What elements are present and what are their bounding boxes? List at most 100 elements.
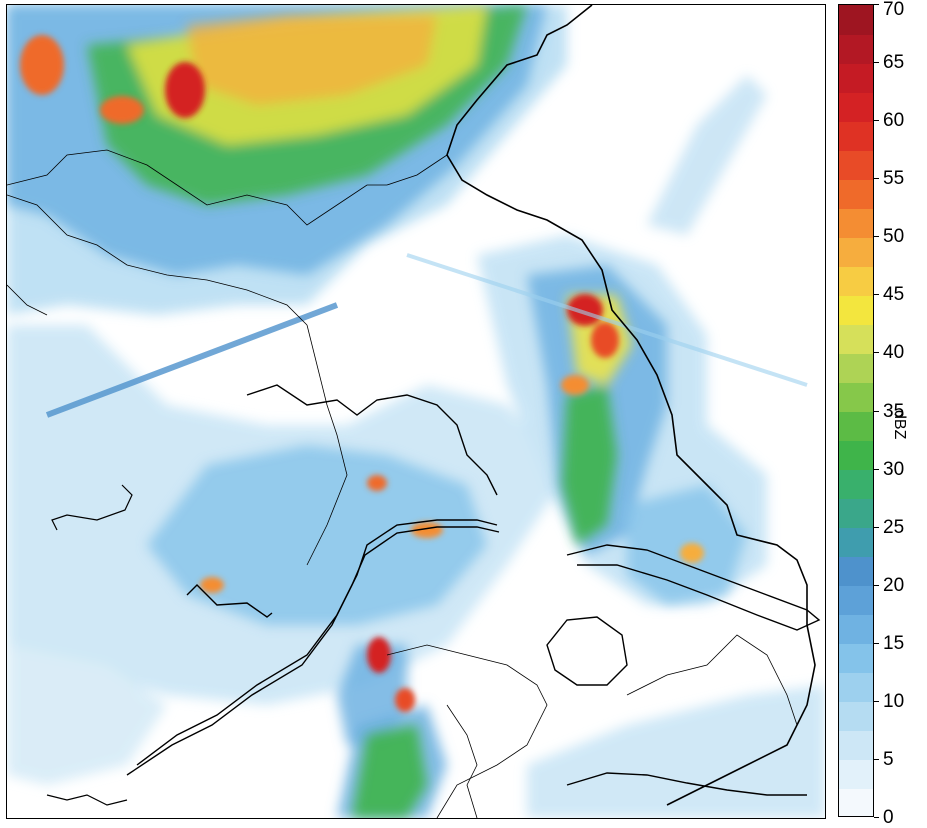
colorbar-segment (839, 92, 873, 122)
northeast-band-echo (647, 75, 767, 235)
colorbar-tick-label: 30 (883, 458, 905, 480)
colorbar-tick-mark (874, 468, 879, 470)
core-northwest-1 (165, 62, 205, 118)
colorbar-tick-mark (874, 758, 879, 760)
colorbar-tick-mark (874, 410, 879, 412)
core-northwest-2 (100, 96, 144, 124)
colorbar-tick-mark (874, 62, 879, 64)
core-center (367, 475, 387, 491)
colorbar-tick-label: 45 (883, 284, 905, 306)
coastline (446, 5, 816, 806)
southwest-light-echo (7, 645, 167, 785)
colorbar-segment (839, 585, 873, 616)
colorbar-segment (839, 324, 873, 354)
colorbar-tick-mark (874, 294, 879, 296)
colorbar-tick-label: 10 (883, 690, 905, 712)
colorbar-tick-mark (874, 236, 879, 238)
geographic-outlines (46, 5, 821, 806)
colorbar-segment (839, 411, 873, 442)
colorbar-tick-mark (874, 120, 879, 122)
colorbar-segment (839, 150, 873, 180)
convective-cores (20, 35, 704, 712)
colorbar-segment (839, 759, 873, 790)
center-moderate-echo (147, 445, 487, 625)
colorbar-segment (839, 730, 873, 761)
east-green-echo (562, 385, 617, 545)
colorbar-tick-label: 20 (883, 574, 905, 596)
colorbar-segment (839, 469, 873, 500)
yangtze-river-south-bank (126, 526, 500, 776)
south-lakes (46, 794, 128, 806)
core-east-1 (567, 294, 603, 326)
border-north (7, 149, 448, 226)
core-center-2 (411, 522, 443, 538)
colorbar-segment (839, 440, 873, 471)
south-green-echo (352, 725, 427, 818)
colorbar-tick-label: 5 (883, 748, 894, 770)
colorbar-segment (839, 498, 873, 529)
colorbar-tick-label: 55 (883, 168, 905, 190)
colorbar-segment (839, 614, 873, 645)
colorbar-tick-label: 65 (883, 52, 905, 74)
inland-river (246, 384, 498, 496)
colorbar-segment (839, 34, 873, 64)
colorbar-tick-label: 15 (883, 632, 905, 654)
core-south-2 (395, 688, 415, 712)
colorbar-segment (839, 527, 873, 558)
colorbar-tick-mark (874, 584, 879, 586)
west-river-2 (51, 484, 133, 531)
colorbar-tick-label: 25 (883, 516, 905, 538)
radar-spoke-artifact-2 (406, 253, 808, 387)
border-center (306, 324, 348, 566)
colorbar-unit-label: dBZ (891, 410, 908, 440)
border-south-2 (446, 704, 478, 818)
estuary-outline (566, 544, 821, 631)
colorbar-tick-mark (874, 700, 879, 702)
colorbar-segment (839, 643, 873, 674)
core-east-3 (561, 375, 589, 395)
northwest-orange-echo (187, 15, 437, 105)
border-southeast (626, 634, 798, 726)
colorbar-tick-mark (874, 178, 879, 180)
colorbar-segment (839, 237, 873, 267)
southeast-river (566, 772, 807, 796)
reflectivity-colorbar (838, 4, 874, 817)
colorbar-segment (839, 701, 873, 732)
colorbar-segment (839, 5, 873, 35)
radar-map-panel (6, 4, 826, 819)
west-river (186, 584, 273, 618)
border-south (386, 644, 548, 818)
colorbar-segment (839, 266, 873, 296)
colorbar-tick-label: 50 (883, 226, 905, 248)
colorbar-segment (839, 179, 873, 209)
core-west (200, 577, 224, 593)
colorbar-tick-label: 35 (883, 400, 905, 422)
colorbar-segment (839, 121, 873, 151)
colorbar-segment (839, 788, 873, 816)
colorbar-segment (839, 672, 873, 703)
border-west (7, 284, 48, 316)
core-east-2 (591, 322, 619, 358)
colorbar-tick-label: 60 (883, 110, 905, 132)
colorbar-segment (839, 353, 873, 383)
border-northwest (7, 194, 308, 326)
colorbar-tick-mark (874, 642, 879, 644)
colorbar-tick-mark (874, 4, 879, 5)
colorbar-tick-mark (874, 526, 879, 528)
colorbar-tick-label: 70 (883, 0, 905, 20)
colorbar-tick-mark (874, 817, 879, 818)
lake-outline (546, 616, 628, 686)
colorbar-segment (839, 295, 873, 325)
radar-reflectivity-map (7, 5, 825, 818)
southeast-light-echo (527, 685, 825, 818)
colorbar-segment (839, 556, 873, 587)
colorbar-tick-mark (874, 352, 879, 354)
province-borders (7, 149, 798, 818)
core-southeast (680, 543, 704, 563)
colorbar-segment (839, 208, 873, 238)
colorbar-segment (839, 382, 873, 412)
colorbar-segment (839, 63, 873, 93)
colorbar-tick-label: 0 (883, 807, 894, 828)
core-south (367, 637, 391, 673)
radar-spoke-artifact (45, 302, 339, 418)
